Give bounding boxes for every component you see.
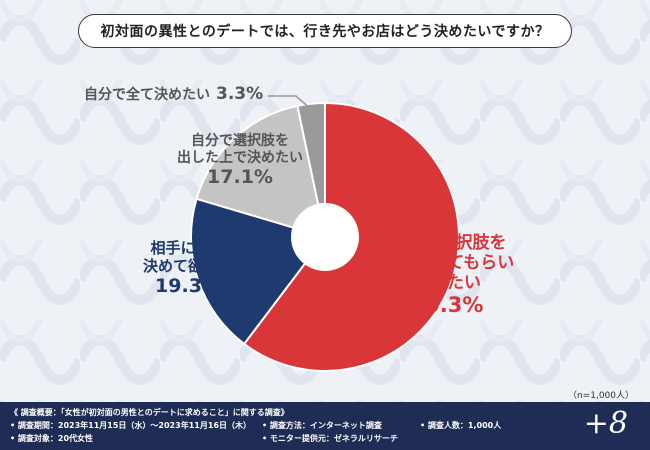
label-self-all-text: 自分で全て決めたい: [84, 87, 210, 103]
label-self-choose-line1: 自分で選択肢を: [191, 133, 289, 149]
brand-logo: +8: [583, 406, 628, 441]
survey-title: 《 調査概要：「女性が初対面の男性とのデートに求めること」に関する調査》: [10, 408, 289, 417]
label-partner-all-line2: 決めて欲しい: [142, 256, 233, 275]
slice-self-all: [296, 101, 326, 238]
sample-size-note: （n=1,000人）: [567, 391, 634, 401]
label-partner-all-line1: 相手に全て: [150, 239, 226, 257]
survey-footer: 《 調査概要：「女性が初対面の男性とのデートに求めること」に関する調査》 • 調…: [0, 402, 650, 450]
donut-hole: [291, 203, 359, 271]
label-self-choose: 自分で選択肢を 出した上で決めたい 17.1%: [160, 133, 320, 188]
survey-period: • 調査期間：2023年11月15日（水）～2023年11月16日（木）: [10, 421, 251, 430]
donut-chart: [190, 95, 460, 372]
question-title: 初対面の異性とのデートでは、行き先やお店はどう決めたいですか？: [78, 14, 572, 48]
survey-provider: • モニター提供元：ゼネラルリサーチ: [262, 434, 398, 443]
label-partner-options-value: 60.3%: [410, 293, 484, 318]
survey-target: • 調査対象：20代女性: [10, 434, 94, 443]
leader-line-self-all: [268, 95, 313, 111]
label-partner-options-line3: 決めたい: [413, 273, 481, 294]
slice-self-choose: [195, 104, 327, 239]
label-partner-all: 相手に全て 決めて欲しい 19.3%: [128, 239, 248, 298]
survey-method: • 調査方法：インターネット調査: [262, 421, 382, 430]
label-partner-all-value: 19.3%: [155, 275, 221, 298]
label-partner-options-line2: 複数出してもらい: [379, 253, 515, 274]
label-self-choose-value: 17.1%: [207, 166, 273, 189]
label-partner-options-line1: 相手に選択肢を: [387, 233, 507, 253]
survey-count: • 調査人数：1,000人: [420, 421, 502, 430]
label-self-all: 自分で全て決めたい 3.3%: [84, 84, 263, 104]
label-partner-options: 相手に選択肢を 複数出してもらい 決めたい 60.3%: [352, 233, 542, 318]
label-self-choose-line2: 出した上で決めたい: [177, 149, 303, 166]
label-self-all-value: 3.3%: [216, 84, 264, 104]
